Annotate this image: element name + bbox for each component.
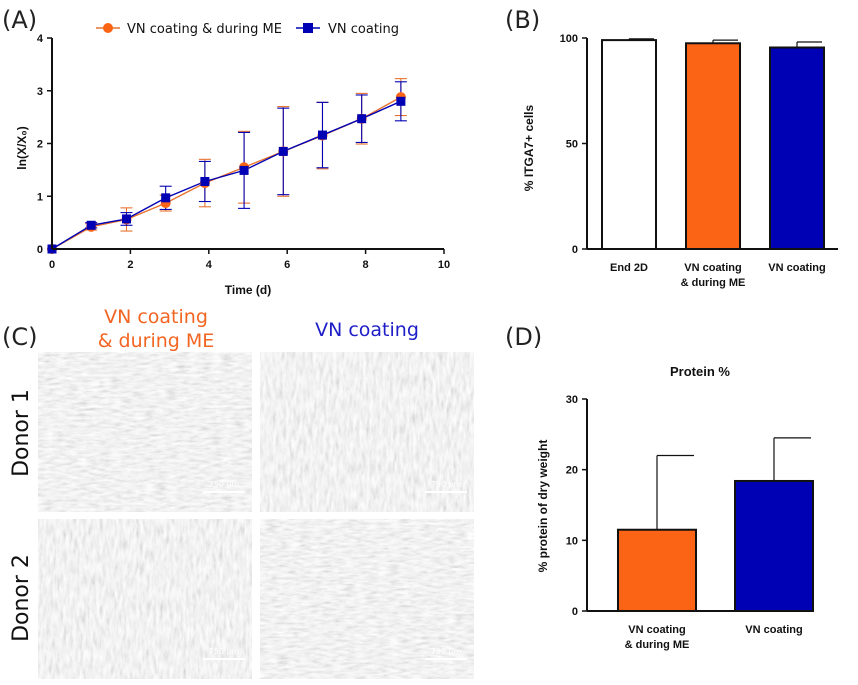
chart-a: VN coating & during ME VN coating 0 1 2 3 4 0…: [15, 22, 450, 297]
y-tick-label: 0: [572, 606, 578, 618]
category-label: End 2D: [610, 262, 648, 274]
data-point: [161, 193, 171, 203]
micrograph-donor2-vn-me: 750 μm: [38, 519, 252, 679]
micrograph-donor1-vn: 750 μm: [260, 352, 474, 512]
chart-a-ylabel: ln(X/X₀): [15, 126, 29, 169]
x-tick-label: 8: [363, 259, 369, 271]
scale-bar-label: 750 μm: [209, 480, 240, 489]
series-line: [51, 96, 402, 250]
panel-label-d: (D): [505, 323, 542, 351]
chart-a-legend: VN coating & during ME VN coating: [96, 22, 399, 37]
x-tick-label: 2: [127, 259, 133, 271]
category-label: VN coating: [745, 624, 802, 636]
y-tick-label: 3: [37, 86, 43, 98]
col-header-vn-me-line1: VN coating: [104, 306, 208, 328]
x-tick-label: 4: [206, 259, 213, 271]
y-tick-label: 4: [37, 33, 44, 45]
y-tick-label: 10: [566, 535, 578, 547]
chart-d-ylabel: % protein of dry weight: [536, 440, 550, 573]
legend-marker-circle: [103, 23, 113, 33]
x-tick-label: 10: [438, 259, 450, 271]
y-tick-label: 0: [37, 244, 43, 256]
category-label: VN coating: [684, 262, 741, 274]
y-tick-label: 20: [566, 465, 578, 477]
panel-label-c: (C): [2, 323, 37, 351]
data-point: [278, 146, 288, 156]
y-tick-label: 100: [560, 33, 578, 45]
chart-d-title: Protein %: [670, 364, 730, 379]
panel-label-a: (A): [2, 6, 37, 34]
chart-d: Protein % 0 10 20 30 % protein of dry weigh…: [536, 364, 814, 651]
y-tick-label: 2: [37, 139, 43, 151]
data-point: [239, 165, 249, 175]
bar: [769, 46, 825, 251]
data-point: [86, 220, 96, 230]
y-tick-label: 0: [572, 244, 578, 256]
chart-b-ylabel: % ITGA7+ cells: [522, 104, 536, 191]
data-point: [317, 130, 327, 140]
data-point: [357, 114, 367, 124]
scale-bar-label: 750 μm: [431, 647, 462, 656]
bar: [617, 528, 697, 613]
bar: [734, 479, 814, 612]
legend-label-a1: VN coating & during ME: [127, 22, 282, 37]
panel-c: VN coating & during ME VN coating Donor …: [9, 306, 474, 679]
category-label: VN coating: [768, 262, 825, 274]
x-tick-label: 6: [284, 259, 290, 271]
row-label-donor-1: Donor 1: [9, 389, 34, 477]
panel-label-b: (B): [505, 6, 540, 34]
category-label: & during ME: [681, 277, 746, 289]
legend-label-a2: VN coating: [328, 22, 399, 37]
col-header-vn: VN coating: [315, 319, 419, 341]
data-point: [396, 96, 406, 106]
data-point: [200, 176, 210, 186]
y-tick-label: 30: [566, 394, 578, 406]
micrograph-donor2-vn: 750 μm: [260, 519, 474, 679]
y-tick-label: 50: [566, 139, 578, 151]
chart-a-xlabel: Time (d): [225, 283, 271, 297]
y-tick-label: 1: [37, 191, 43, 203]
x-tick-label: 0: [49, 259, 55, 271]
scale-bar-label: 750 μm: [209, 647, 240, 656]
series-line: [51, 100, 402, 250]
row-label-donor-2: Donor 2: [9, 554, 34, 642]
chart-b: 0 50 100 % ITGA7+ cells End 2D VN coating & …: [522, 33, 838, 289]
col-header-vn-me-line2: & during ME: [98, 330, 215, 352]
bar: [601, 39, 657, 250]
category-label: VN coating: [628, 624, 685, 636]
data-point: [121, 214, 131, 224]
category-label: & during ME: [625, 639, 690, 651]
bar: [685, 42, 741, 251]
legend-marker-square: [303, 23, 313, 33]
scale-bar-label: 750 μm: [431, 480, 462, 489]
micrograph-donor1-vn-me: 750 μm: [38, 352, 252, 512]
